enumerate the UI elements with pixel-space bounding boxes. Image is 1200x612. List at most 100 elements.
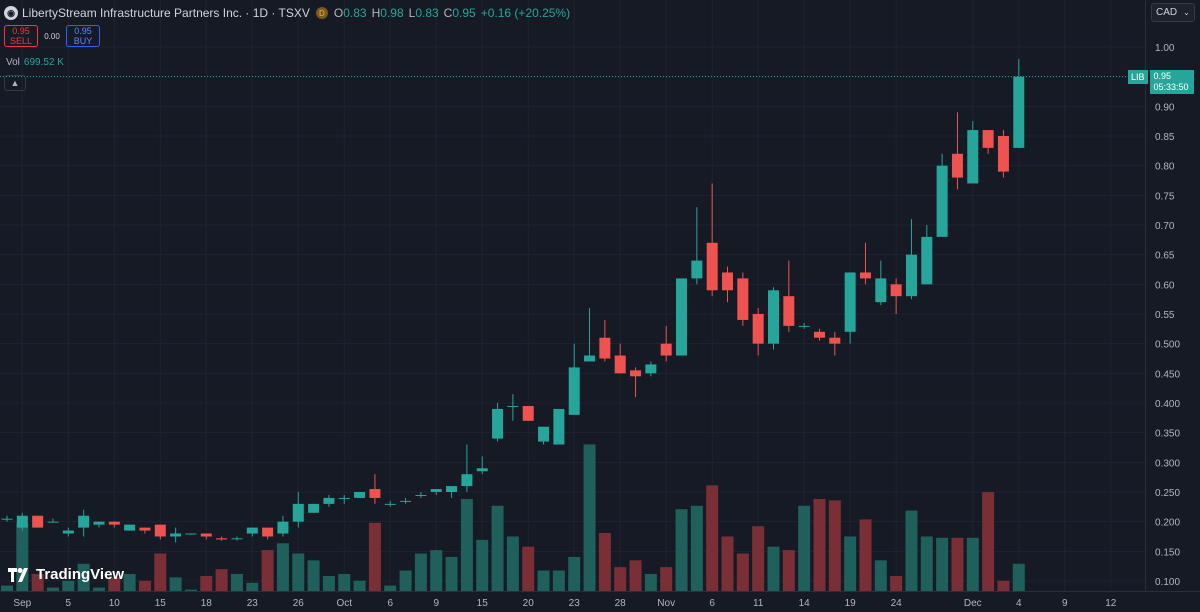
candle-body [1013, 76, 1025, 148]
candle-body [323, 497, 335, 504]
time-tick-label: 20 [523, 598, 535, 609]
volume-legend[interactable]: Vol 699.52 K [6, 57, 64, 68]
candle-body [277, 521, 289, 534]
time-tick-label: 24 [891, 598, 903, 609]
currency-select[interactable]: CAD ⌄ [1151, 3, 1195, 22]
volume-value: 699.52 K [23, 57, 64, 68]
liberty-logo-icon: ◉ [4, 6, 18, 20]
volume-bars [1, 444, 1025, 591]
time-tick-label: 15 [477, 598, 489, 609]
volume-bar [828, 500, 841, 591]
candle-body [538, 426, 550, 442]
candle-body [630, 370, 642, 377]
volume-bar [445, 556, 458, 591]
candle-body [369, 489, 381, 498]
volume-bar [798, 505, 811, 591]
candle-body [660, 343, 672, 356]
last-price-label: LIB 0.95 05:33:50 [1128, 70, 1194, 94]
candle-body [522, 405, 534, 421]
volume-bar [874, 560, 887, 591]
candle-body [890, 284, 902, 297]
low-label: L [408, 6, 416, 20]
volume-bar [77, 563, 90, 591]
price-tick-label: 0.55 [1155, 310, 1175, 321]
time-tick-label: Nov [657, 598, 675, 609]
candle-body [997, 136, 1009, 172]
price-tick-label: 0.400 [1155, 399, 1180, 410]
candle-body [308, 503, 320, 513]
sell-button[interactable]: 0.95 SELL [4, 25, 38, 47]
price-tick-label: 0.90 [1155, 102, 1175, 113]
candle-body [568, 367, 580, 415]
volume-bar [660, 567, 673, 591]
candle-body [246, 527, 258, 534]
volume-bar [936, 537, 949, 591]
tradingview-icon [8, 567, 28, 582]
volume-bar [721, 536, 734, 591]
time-tick-label: 9 [433, 598, 439, 609]
volume-bar [138, 580, 151, 591]
candle-body [384, 503, 396, 505]
volume-bar [261, 550, 274, 591]
volume-bar [16, 522, 29, 591]
volume-bar [62, 580, 75, 591]
buy-price: 0.95 [74, 26, 92, 36]
volume-label: Vol [6, 57, 20, 68]
volume-bar [629, 560, 642, 591]
time-axis[interactable]: Sep 5 10 15 18 23 26 Oct 6 9 15 20 23 28 Nov 6 11 14 19 24 D… [13, 598, 1116, 609]
volume-bar [46, 587, 59, 591]
symbol-title[interactable]: LibertyStream Infrastructure Partners In… [22, 6, 310, 20]
candle-body [415, 494, 427, 496]
collapse-legend-button[interactable]: ▲ [4, 75, 26, 91]
time-tick-label: 23 [569, 598, 581, 609]
tradingview-logo[interactable]: TradingView [8, 566, 124, 583]
time-tick-label: 28 [615, 598, 627, 609]
spread-value: 0.00 [44, 31, 60, 41]
price-tick-label: 0.450 [1155, 369, 1180, 380]
volume-bar [31, 573, 44, 591]
volume-bar [353, 580, 366, 591]
volume-bar [890, 576, 903, 591]
volume-bar [859, 519, 872, 591]
volume-bar [184, 589, 197, 591]
candle-body [921, 236, 933, 285]
close-value: 0.95 [452, 6, 476, 20]
candle-body [584, 355, 596, 362]
price-axis[interactable]: 1.00 0.95 0.90 0.85 0.80 0.75 0.70 0.65 0.60 0.55… [1155, 43, 1180, 588]
volume-bar [997, 580, 1010, 591]
time-tick-label: 12 [1105, 598, 1117, 609]
volume-bar [506, 536, 519, 591]
candle-body [32, 515, 44, 528]
buy-button[interactable]: 0.95 BUY [66, 25, 100, 47]
candle-body [170, 533, 182, 537]
chart-header: ◉ LibertyStream Infrastructure Partners … [4, 5, 575, 21]
price-label-symbol: LIB [1128, 70, 1148, 84]
grid-lines [0, 0, 1145, 591]
price-label-price: 0.95 [1153, 71, 1172, 81]
candle-body [216, 538, 228, 540]
time-tick-label: 9 [1062, 598, 1068, 609]
price-tick-label: 1.00 [1155, 43, 1175, 54]
volume-bar [108, 577, 121, 591]
price-tick-label: 0.80 [1155, 162, 1175, 173]
candle-body [691, 260, 703, 279]
currency-value: CAD [1156, 7, 1178, 18]
volume-bar [644, 573, 657, 591]
price-tick-label: 0.60 [1155, 280, 1175, 291]
volume-bar [1012, 563, 1025, 591]
time-tick-label: 26 [293, 598, 305, 609]
volume-bar [200, 576, 213, 591]
price-tick-label: 0.100 [1155, 577, 1180, 588]
price-tick-label: 0.70 [1155, 221, 1175, 232]
data-badge[interactable]: D [315, 7, 328, 19]
candle-body [446, 486, 458, 492]
time-tick-label: 18 [201, 598, 213, 609]
candle-body [124, 524, 136, 531]
volume-bar [598, 533, 611, 591]
buy-label: BUY [73, 36, 93, 46]
candle-body [354, 492, 366, 498]
candle-body [936, 165, 948, 237]
price-tick-label: 0.75 [1155, 191, 1175, 202]
price-label-box: 0.95 05:33:50 [1149, 70, 1194, 94]
